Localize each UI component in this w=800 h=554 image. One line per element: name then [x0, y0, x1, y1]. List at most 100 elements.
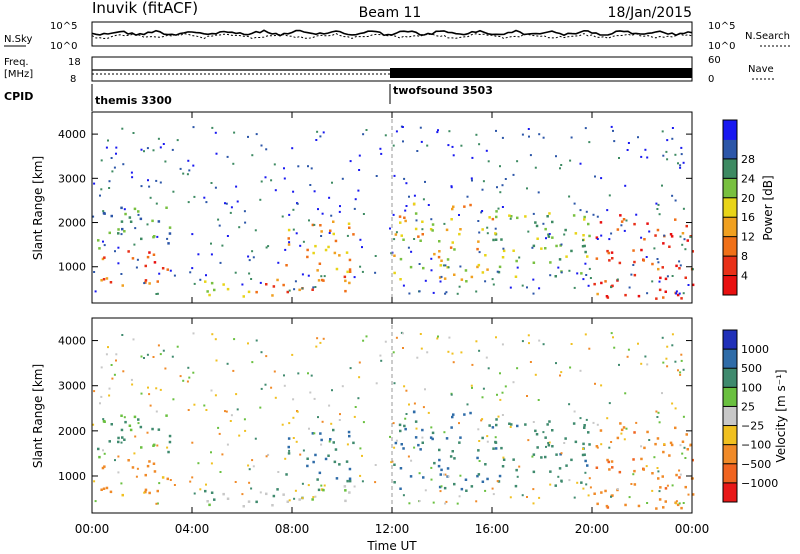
velocity-cell	[248, 468, 251, 471]
power-cell	[604, 280, 607, 283]
velocity-cell	[108, 440, 111, 443]
velocity-cell	[375, 382, 378, 385]
velocity-cell	[251, 459, 254, 462]
power-cell	[545, 237, 547, 240]
power-cell	[252, 256, 255, 259]
velocity-cell	[288, 449, 291, 452]
power-cell	[584, 250, 587, 254]
power-cell	[349, 160, 352, 163]
power-cell	[197, 253, 200, 256]
power-cell	[640, 236, 643, 239]
velocity-cell	[159, 353, 162, 356]
velocity-cell	[402, 447, 405, 450]
date-title: 18/Jan/2015	[608, 5, 692, 21]
power-cell	[482, 180, 485, 183]
power-cell	[527, 230, 530, 233]
velocity-cell	[582, 442, 585, 446]
power-cell	[586, 255, 589, 258]
power-cell	[224, 202, 226, 205]
velocity-cell	[93, 480, 96, 483]
power-cell	[361, 270, 364, 273]
power-cell	[443, 277, 447, 280]
velocity-cell	[529, 361, 532, 363]
power-cell	[153, 235, 156, 238]
velocity-cell	[662, 361, 665, 364]
power-cell	[494, 232, 497, 235]
power-cell	[453, 248, 456, 251]
velocity-cell	[332, 441, 335, 444]
velocity-cell	[344, 499, 347, 503]
power-cell	[102, 210, 105, 213]
velocity-cell	[452, 361, 455, 364]
velocity-cell	[157, 428, 161, 431]
velocity-cell	[312, 496, 315, 499]
power-cell	[492, 283, 495, 286]
velocity-cell	[494, 447, 498, 450]
power-cell	[328, 196, 331, 199]
power-cell	[583, 244, 586, 248]
velocity-cell	[439, 473, 442, 476]
power-cell	[481, 271, 485, 274]
velocity-cell	[221, 453, 224, 456]
velocity-cell	[684, 485, 687, 489]
velocity-cell	[285, 473, 288, 476]
velocity-cell	[312, 460, 315, 464]
velocity-cell	[544, 436, 547, 439]
velocity-cell	[447, 475, 450, 478]
velocity-cell	[236, 408, 239, 411]
velocity-cell	[691, 493, 695, 496]
velocity-cell	[422, 406, 425, 409]
power-cell	[402, 238, 405, 241]
velocity-cell	[410, 459, 413, 462]
velocity-cell	[620, 432, 623, 435]
velocity-cell	[136, 467, 139, 470]
velocity-cell	[427, 411, 430, 414]
velocity-cell	[470, 485, 474, 488]
velocity-cell	[148, 491, 151, 495]
velocity-cell	[626, 355, 629, 358]
velocity-cell	[576, 481, 579, 484]
power-cell	[656, 208, 659, 210]
power-cell	[407, 246, 410, 249]
velocity-cell	[618, 470, 622, 474]
velocity-cell	[413, 402, 416, 405]
power-cell	[404, 209, 407, 212]
power-cell	[102, 240, 104, 243]
velocity-cell	[656, 467, 659, 469]
velocity-cell	[678, 502, 681, 505]
power-cell	[436, 131, 439, 134]
power-cell	[317, 208, 319, 211]
velocity-cell	[429, 436, 433, 439]
velocity-cell	[149, 404, 152, 407]
velocity-cell	[121, 493, 124, 497]
velocity-cell	[497, 415, 500, 418]
velocity-cell	[413, 410, 416, 413]
velocity-cell	[444, 473, 447, 476]
colorbar-tick-label: 16	[741, 211, 755, 224]
velocity-cell	[430, 478, 433, 481]
velocity-cell	[632, 473, 635, 476]
power-cell	[640, 155, 643, 158]
power-cell	[222, 283, 225, 286]
power-cell	[481, 188, 484, 191]
velocity-cell	[521, 340, 524, 343]
velocity-cell	[662, 506, 665, 509]
velocity-cell	[618, 363, 620, 366]
power-cell	[658, 213, 661, 216]
power-cell	[430, 269, 433, 272]
power-cell	[255, 290, 258, 294]
velocity-cell	[103, 420, 106, 423]
velocity-cell	[134, 435, 137, 438]
velocity-cell	[348, 434, 351, 438]
power-cell	[320, 230, 323, 233]
velocity-cell	[348, 479, 352, 483]
power-cell	[610, 286, 612, 289]
power-cell	[459, 265, 462, 268]
velocity-cell	[625, 427, 628, 430]
velocity-cell	[94, 500, 97, 503]
power-cell	[488, 216, 491, 219]
power-cell	[582, 239, 584, 242]
power-cell	[492, 238, 495, 242]
velocity-cell	[691, 458, 694, 462]
power-cell	[414, 227, 418, 231]
